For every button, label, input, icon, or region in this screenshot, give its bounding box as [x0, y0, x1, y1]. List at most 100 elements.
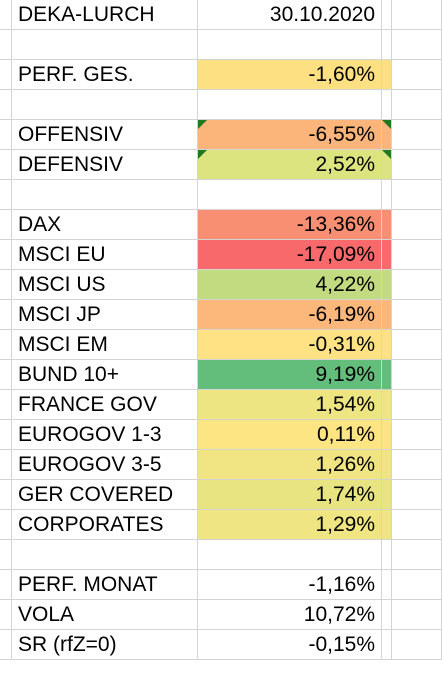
label-cell[interactable]: GER COVERED — [12, 480, 198, 510]
row-edge-cell[interactable] — [0, 390, 12, 420]
adjacent-cell[interactable] — [382, 120, 392, 150]
row-edge-cell[interactable] — [0, 480, 12, 510]
label-cell[interactable]: CORPORATES — [12, 510, 198, 540]
adjacent-cell[interactable] — [382, 90, 392, 120]
empty-cell[interactable] — [392, 240, 442, 270]
label-cell[interactable]: FRANCE GOV — [12, 390, 198, 420]
value-cell[interactable] — [198, 90, 382, 120]
value-cell[interactable]: 1,29% — [198, 510, 382, 540]
value-cell[interactable]: -0,31% — [198, 330, 382, 360]
empty-cell[interactable] — [392, 420, 442, 450]
empty-cell[interactable] — [392, 630, 442, 660]
adjacent-cell[interactable] — [382, 210, 392, 240]
row-edge-cell[interactable] — [0, 360, 12, 390]
adjacent-cell[interactable] — [382, 300, 392, 330]
adjacent-cell[interactable] — [382, 420, 392, 450]
empty-cell[interactable] — [392, 600, 442, 630]
empty-cell[interactable] — [392, 540, 442, 570]
row-edge-cell[interactable] — [0, 240, 12, 270]
row-edge-cell[interactable] — [0, 420, 12, 450]
row-edge-cell[interactable] — [0, 600, 12, 630]
empty-cell[interactable] — [392, 120, 442, 150]
empty-cell[interactable] — [392, 300, 442, 330]
empty-cell[interactable] — [392, 480, 442, 510]
adjacent-cell[interactable] — [382, 390, 392, 420]
adjacent-cell[interactable] — [382, 450, 392, 480]
row-edge-cell[interactable] — [0, 300, 12, 330]
label-cell[interactable]: MSCI EU — [12, 240, 198, 270]
adjacent-cell[interactable] — [382, 600, 392, 630]
row-edge-cell[interactable] — [0, 0, 12, 30]
empty-cell[interactable] — [392, 60, 442, 90]
empty-cell[interactable] — [392, 180, 442, 210]
value-cell[interactable] — [198, 540, 382, 570]
row-edge-cell[interactable] — [0, 510, 12, 540]
adjacent-cell[interactable] — [382, 480, 392, 510]
adjacent-cell[interactable] — [382, 30, 392, 60]
empty-cell[interactable] — [392, 510, 442, 540]
label-cell[interactable]: PERF. GES. — [12, 60, 198, 90]
row-edge-cell[interactable] — [0, 270, 12, 300]
label-cell[interactable]: EUROGOV 1-3 — [12, 420, 198, 450]
row-edge-cell[interactable] — [0, 60, 12, 90]
adjacent-cell[interactable] — [382, 270, 392, 300]
row-edge-cell[interactable] — [0, 120, 12, 150]
empty-cell[interactable] — [392, 0, 442, 30]
value-cell[interactable]: 0,11% — [198, 420, 382, 450]
label-cell[interactable] — [12, 30, 198, 60]
row-edge-cell[interactable] — [0, 570, 12, 600]
value-cell[interactable]: -1,60% — [198, 60, 382, 90]
empty-cell[interactable] — [392, 150, 442, 180]
value-cell[interactable]: 10,72% — [198, 600, 382, 630]
row-edge-cell[interactable] — [0, 540, 12, 570]
value-cell[interactable]: -0,15% — [198, 630, 382, 660]
empty-cell[interactable] — [392, 270, 442, 300]
adjacent-cell[interactable] — [382, 150, 392, 180]
adjacent-cell[interactable] — [382, 510, 392, 540]
value-cell[interactable]: 9,19% — [198, 360, 382, 390]
value-cell[interactable]: -13,36% — [198, 210, 382, 240]
adjacent-cell[interactable] — [382, 330, 392, 360]
label-cell[interactable]: MSCI JP — [12, 300, 198, 330]
label-cell[interactable]: SR (rfZ=0) — [12, 630, 198, 660]
value-cell[interactable]: 1,74% — [198, 480, 382, 510]
value-cell[interactable] — [198, 30, 382, 60]
value-cell[interactable]: -6,55% — [198, 120, 382, 150]
value-cell[interactable]: 2,52% — [198, 150, 382, 180]
label-cell[interactable]: PERF. MONAT — [12, 570, 198, 600]
label-cell[interactable] — [12, 180, 198, 210]
empty-cell[interactable] — [392, 450, 442, 480]
row-edge-cell[interactable] — [0, 30, 12, 60]
label-cell[interactable]: VOLA — [12, 600, 198, 630]
empty-cell[interactable] — [392, 360, 442, 390]
label-cell[interactable]: MSCI US — [12, 270, 198, 300]
adjacent-cell[interactable] — [382, 630, 392, 660]
label-cell[interactable]: DEKA-LURCH — [12, 0, 198, 30]
empty-cell[interactable] — [392, 390, 442, 420]
value-cell[interactable]: 1,54% — [198, 390, 382, 420]
adjacent-cell[interactable] — [382, 180, 392, 210]
row-edge-cell[interactable] — [0, 330, 12, 360]
label-cell[interactable]: MSCI EM — [12, 330, 198, 360]
adjacent-cell[interactable] — [382, 570, 392, 600]
value-cell[interactable]: -6,19% — [198, 300, 382, 330]
value-cell[interactable]: -1,16% — [198, 570, 382, 600]
adjacent-cell[interactable] — [382, 60, 392, 90]
label-cell[interactable]: BUND 10+ — [12, 360, 198, 390]
label-cell[interactable]: OFFENSIV — [12, 120, 198, 150]
row-edge-cell[interactable] — [0, 630, 12, 660]
label-cell[interactable] — [12, 90, 198, 120]
row-edge-cell[interactable] — [0, 150, 12, 180]
adjacent-cell[interactable] — [382, 240, 392, 270]
value-cell[interactable]: 4,22% — [198, 270, 382, 300]
value-cell[interactable]: 1,26% — [198, 450, 382, 480]
value-cell[interactable]: 30.10.2020 — [198, 0, 382, 30]
adjacent-cell[interactable] — [382, 360, 392, 390]
label-cell[interactable]: DEFENSIV — [12, 150, 198, 180]
row-edge-cell[interactable] — [0, 450, 12, 480]
adjacent-cell[interactable] — [382, 540, 392, 570]
row-edge-cell[interactable] — [0, 90, 12, 120]
empty-cell[interactable] — [392, 570, 442, 600]
empty-cell[interactable] — [392, 330, 442, 360]
label-cell[interactable]: DAX — [12, 210, 198, 240]
